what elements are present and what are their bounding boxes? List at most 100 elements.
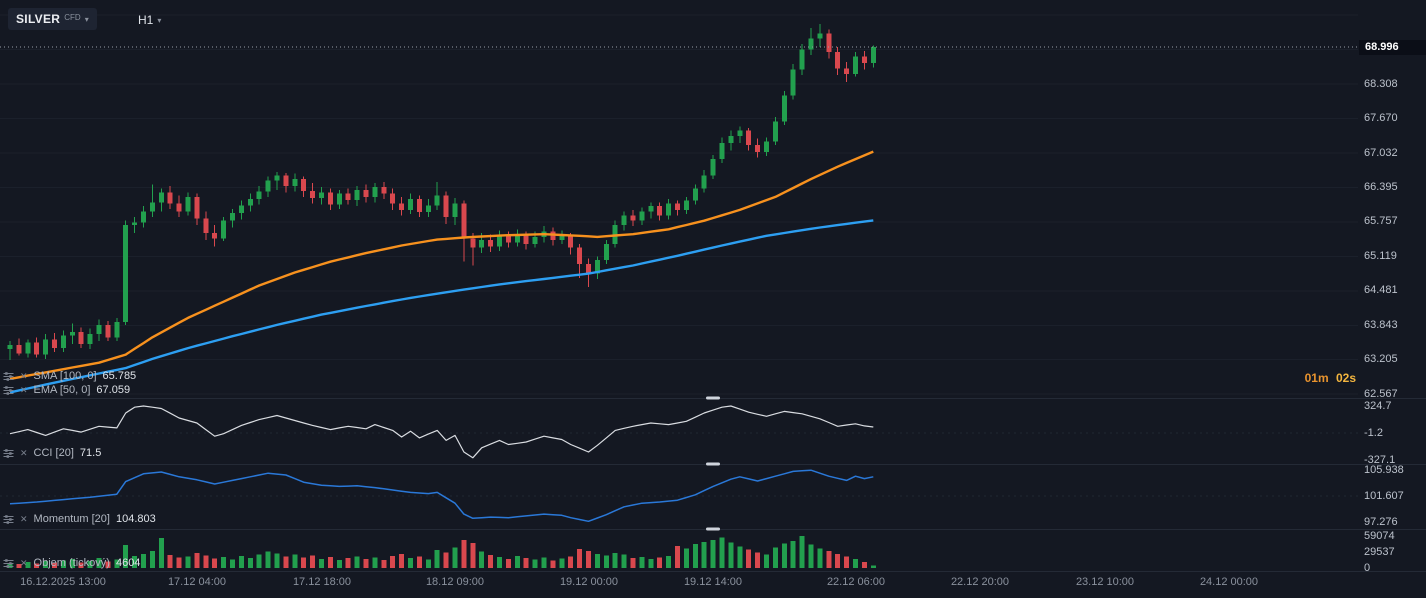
volume-bar xyxy=(443,552,449,568)
candle-body xyxy=(87,334,93,344)
cci-axis-label: -1.2 xyxy=(1364,427,1383,439)
volume-bar xyxy=(345,558,351,568)
candle-body xyxy=(603,243,609,261)
momentum-axis-label: 97.276 xyxy=(1364,516,1398,528)
volume-bar xyxy=(461,539,467,568)
candle-body xyxy=(568,235,574,248)
candle-body xyxy=(25,342,31,354)
volume-bar xyxy=(114,559,120,568)
candle-body xyxy=(123,225,129,323)
candle-body xyxy=(799,49,805,70)
price-axis-label: 63.843 xyxy=(1364,319,1398,331)
indicator-close-icon[interactable]: ✕ xyxy=(20,371,28,381)
volume-bar xyxy=(612,552,618,568)
volume-bar xyxy=(283,556,289,568)
indicator-close-icon[interactable]: ✕ xyxy=(20,514,28,524)
candle-body xyxy=(363,189,369,197)
time-axis[interactable]: 16.12.2025 13:00 17.12 04:00 17.12 18:00 18… xyxy=(0,571,1426,598)
volume-bar xyxy=(34,563,40,568)
volume-bar xyxy=(52,562,57,568)
candle-body xyxy=(292,179,298,187)
volume-bar xyxy=(194,552,200,568)
candle-body xyxy=(114,322,120,338)
candle-body xyxy=(319,192,324,198)
candle-body xyxy=(790,69,796,96)
indicator-close-icon[interactable]: ✕ xyxy=(20,558,28,568)
volume-bar xyxy=(408,558,413,568)
candle-body xyxy=(416,199,422,213)
candle-body xyxy=(764,141,769,153)
candle-body xyxy=(247,199,253,206)
volume-bar xyxy=(87,561,93,568)
candle-body xyxy=(381,187,387,194)
volume-bar xyxy=(16,563,22,568)
legend-ema: ✕ EMA [50, 0] 67.059 xyxy=(3,384,130,396)
indicator-settings-icon[interactable] xyxy=(3,385,14,396)
indicator-settings-icon[interactable] xyxy=(3,448,14,459)
candle-body xyxy=(212,233,218,239)
volume-bar xyxy=(488,555,494,568)
candle-body xyxy=(149,202,155,212)
volume-bar xyxy=(105,561,111,568)
volume-bar xyxy=(238,555,244,568)
candle-body xyxy=(372,187,378,197)
time-axis-label: 18.12 09:00 xyxy=(425,576,485,588)
price-axis-label: 64.481 xyxy=(1364,284,1398,296)
momentum-axis-label: 101.607 xyxy=(1364,490,1404,502)
candle-body xyxy=(60,335,66,349)
volume-bar xyxy=(497,557,502,568)
candle-body xyxy=(301,179,307,191)
volume-bar xyxy=(657,557,663,568)
symbol-selector[interactable]: SILVER CFD ▾ xyxy=(8,8,97,30)
timeframe-selector[interactable]: H1 ▾ xyxy=(132,10,167,30)
volume-axis-label: 0 xyxy=(1364,562,1371,574)
volume-bar xyxy=(861,562,867,568)
volume-axis-label: 59074 xyxy=(1364,530,1395,542)
volume-bar xyxy=(541,557,547,568)
pane-resize-handle[interactable] xyxy=(706,527,720,531)
candle-body xyxy=(781,95,787,122)
volume-bar xyxy=(844,556,850,568)
volume-bar xyxy=(479,551,485,568)
candle-body xyxy=(221,220,227,239)
volume-bar xyxy=(381,560,387,568)
volume-bar xyxy=(310,555,316,568)
candle-body xyxy=(746,130,752,146)
candle-body xyxy=(808,38,814,50)
volume-bar xyxy=(221,557,227,568)
volume-bar xyxy=(666,555,672,568)
volume-bar xyxy=(559,558,565,568)
volume-bar xyxy=(835,553,841,568)
candle-body xyxy=(16,344,22,354)
candle-body xyxy=(283,175,289,187)
volume-bar xyxy=(728,542,734,568)
indicator-settings-icon[interactable] xyxy=(3,371,14,382)
momentum-line xyxy=(9,469,874,523)
indicator-close-icon[interactable]: ✕ xyxy=(20,385,28,395)
indicator-settings-icon[interactable] xyxy=(3,558,14,569)
cci-line xyxy=(9,405,874,459)
volume-bar xyxy=(470,543,476,568)
candle-body xyxy=(390,193,396,204)
candle-body xyxy=(523,234,529,244)
candle-body xyxy=(443,195,449,217)
candle-body xyxy=(870,47,876,63)
indicator-close-icon[interactable]: ✕ xyxy=(20,448,28,458)
price-axis-label: 67.032 xyxy=(1364,147,1398,159)
volume-bar xyxy=(336,559,342,568)
candle-body xyxy=(577,247,583,264)
volume-bar xyxy=(363,559,369,568)
time-axis-label: 17.12 18:00 xyxy=(292,576,352,588)
volume-bar xyxy=(212,558,218,568)
indicator-settings-icon[interactable] xyxy=(3,514,14,525)
volume-bar xyxy=(141,553,146,568)
volume-bar xyxy=(532,559,538,568)
candle-body xyxy=(132,222,138,225)
candle-body xyxy=(826,33,832,53)
time-axis-label: 17.12 04:00 xyxy=(167,576,227,588)
pane-resize-handle[interactable] xyxy=(706,462,720,466)
volume-bar xyxy=(772,547,778,568)
pane-resize-handle[interactable] xyxy=(706,396,720,400)
legend-value: 71.5 xyxy=(79,447,102,459)
